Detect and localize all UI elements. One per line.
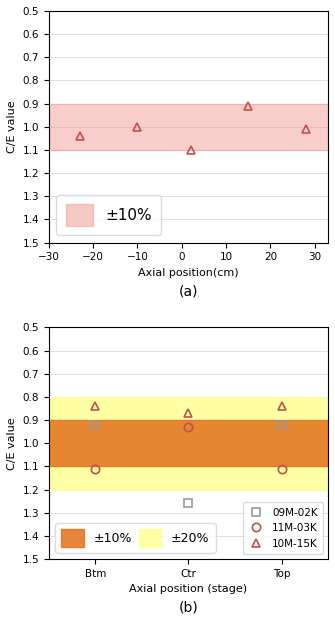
Y-axis label: C/E value: C/E value (7, 100, 17, 153)
Text: (a): (a) (179, 284, 198, 298)
Legend: 09M-02K, 11M-03K, 10M-15K: 09M-02K, 11M-03K, 10M-15K (243, 503, 323, 554)
Legend: ±10%: ±10% (57, 195, 161, 235)
Line: 11M-03K: 11M-03K (91, 423, 286, 473)
10M-15K (93, 402, 97, 410)
Y-axis label: C/E value: C/E value (7, 417, 17, 470)
Bar (49, 103, 328, 150)
09M-02K (187, 500, 191, 507)
Line: 09M-02K: 09M-02K (91, 420, 286, 508)
X-axis label: Axial position (stage): Axial position (stage) (129, 584, 248, 594)
11M-03K (93, 465, 97, 472)
09M-02K (93, 421, 97, 428)
11M-03K (187, 423, 191, 431)
10M-15K (279, 402, 283, 410)
Bar (49, 397, 328, 490)
10M-15K (187, 409, 191, 417)
Text: (b): (b) (179, 601, 198, 615)
Bar (49, 420, 328, 466)
09M-02K (279, 421, 283, 428)
X-axis label: Axial position(cm): Axial position(cm) (138, 268, 239, 278)
Line: 10M-15K: 10M-15K (91, 402, 286, 417)
11M-03K (279, 465, 283, 472)
